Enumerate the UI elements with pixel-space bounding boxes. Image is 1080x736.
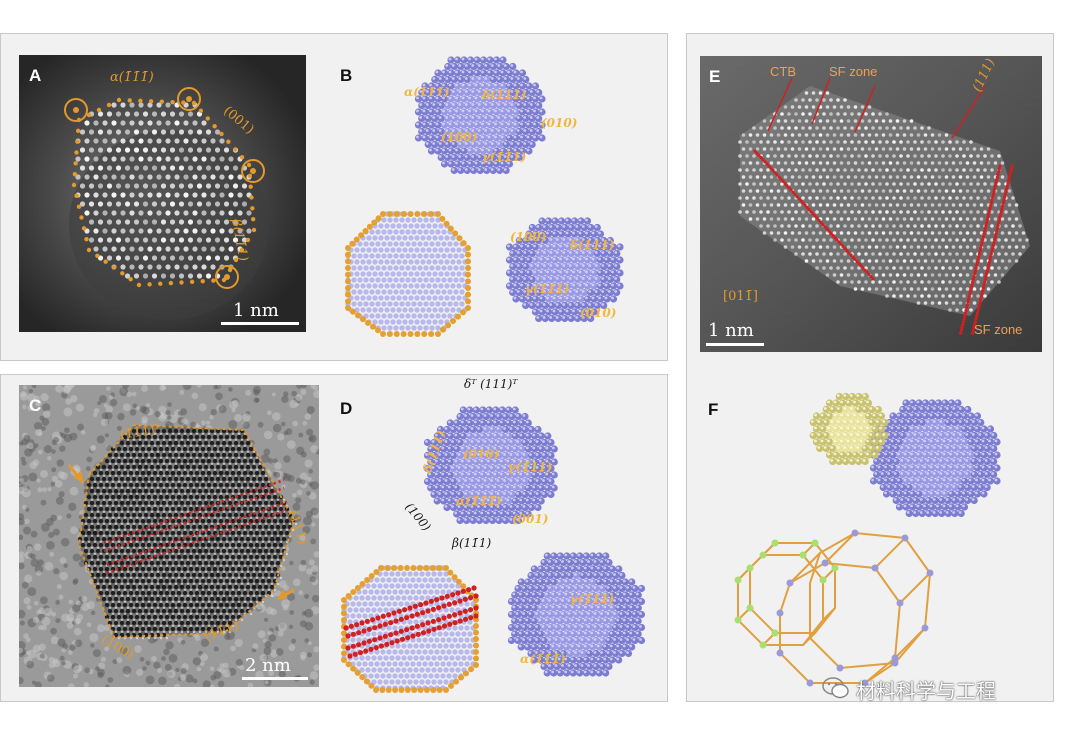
panel-f-label: F (708, 400, 719, 419)
panel-e-zone-axis-label: [011̄] (723, 289, 758, 304)
panel-d-010-label: (010) (463, 447, 500, 461)
panel-e-sfzone2-label: SF zone (974, 322, 1023, 337)
panel-e-scale-bar (706, 343, 764, 346)
panel-e-label: E (709, 67, 721, 86)
panel-d-particle-rotated (507, 552, 646, 677)
panel-e-scale-label: 1 nm (708, 320, 754, 341)
panel-b-label: B (340, 66, 353, 85)
panel-b-100b-label: (100) (510, 230, 547, 244)
panel-e-sfzone-label: SF zone (829, 64, 878, 79)
panel-b-100-label: (100) (441, 130, 478, 144)
panel-d-particle-model (423, 406, 558, 525)
panel-d-alpha-label: α(1̄1̄1̄) (456, 494, 502, 508)
panel-a-alpha-annotation: α(1̄1̄1̄) (110, 70, 154, 85)
panel-c-scale-bar (242, 677, 308, 680)
panel-a-label: A (29, 66, 42, 85)
panel-f-wireframe (734, 529, 934, 687)
panel-b-alpha-label: α(1̄1̄1̄) (404, 85, 450, 99)
panel-b-deltab-label: δ(111) (570, 238, 615, 252)
panel-b-delta-label: δ(111) (482, 88, 527, 102)
wechat-icon (822, 677, 850, 699)
panel-d-gamma2-label: γ(1̄11) (570, 592, 615, 606)
panel-d-gamma-label: γ(1̄11) (508, 460, 553, 474)
panel-b-cross-section (345, 211, 471, 337)
panel-c-label: C (29, 396, 42, 415)
watermark-text: 材料科学与工程 (856, 679, 996, 703)
panel-b-gamma-label: γ(1̄1̄1) (482, 150, 527, 164)
panel-b-particle-rotated (505, 217, 624, 323)
panel-d-alpha2-label: α(1̄1̄1̄) (520, 652, 566, 666)
panel-c-scale-label: 2 nm (245, 655, 291, 676)
panel-d-cross-section (341, 565, 479, 693)
panel-c-micrograph (19, 385, 319, 687)
panel-b-010b-label: (010) (580, 306, 617, 320)
panel-d-001-label: (001) (512, 512, 549, 526)
panel-a-scale-label: 1 nm (233, 300, 279, 321)
panel-d-label: D (340, 399, 353, 418)
panel-f-particle-model (809, 392, 1001, 518)
panel-a-scale-bar (221, 322, 299, 325)
panel-d-deltaT-label: δᵀ (111)ᵀ (464, 377, 518, 391)
panel-e-micrograph (700, 56, 1042, 352)
panel-e-ctb-label: CTB (770, 64, 796, 79)
panel-b-gammab-label: γ(1̄1̄1) (525, 282, 570, 296)
panel-b-010-label: (010) (541, 116, 578, 130)
panel-d-beta-label: β(11̄1) (452, 536, 492, 550)
panel-a-micrograph (19, 55, 306, 332)
panel-b-particle-model (414, 56, 546, 175)
